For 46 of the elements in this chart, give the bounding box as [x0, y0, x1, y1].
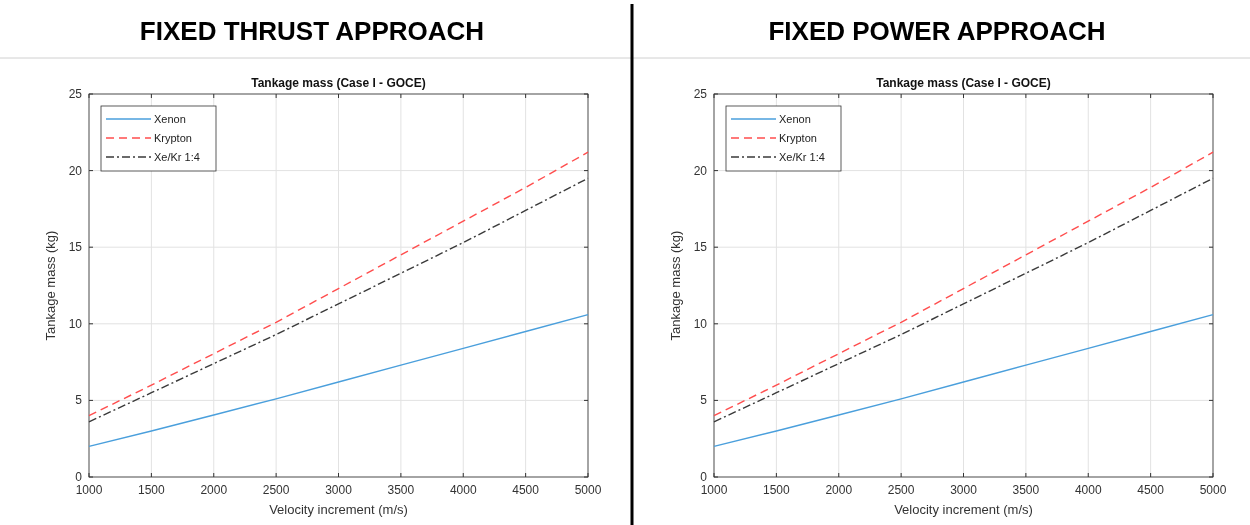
x-tick-label: 4000 [1074, 483, 1102, 497]
y-tick-label: 0 [75, 470, 83, 484]
x-tick-label: 3500 [387, 483, 415, 497]
y-tick-label: 15 [693, 240, 708, 255]
x-tick-label: 5000 [1199, 483, 1227, 497]
y-tick-label: 5 [700, 393, 708, 408]
x-tick-label: 3000 [950, 483, 978, 497]
x-tick-label: 2000 [200, 483, 228, 497]
x-tick-label: 2000 [825, 483, 853, 497]
y-tick-label: 25 [68, 87, 83, 101]
chart-subtitle: Tankage mass (Case I - GOCE) [251, 76, 426, 90]
x-tick-label: 3500 [1012, 483, 1040, 497]
legend-label: Xe/Kr 1:4 [779, 151, 825, 163]
legend-label: Xe/Kr 1:4 [154, 151, 200, 163]
chart-title: FIXED POWER APPROACH [768, 16, 1106, 46]
line-series [88, 313, 589, 448]
y-tick-label: 0 [700, 470, 708, 484]
y-tick-label: 25 [693, 87, 708, 101]
x-axis-title: Velocity increment (m/s) [894, 502, 1033, 517]
y-tick-label: 5 [75, 393, 83, 408]
chart-title: FIXED THRUST APPROACH [139, 16, 485, 46]
y-axis-title: Tankage mass (kg) [668, 230, 683, 341]
x-tick-label: 1000 [75, 483, 103, 497]
y-tick-label: 20 [68, 163, 83, 178]
legend-label: Xenon [779, 113, 811, 125]
x-tick-label: 2500 [262, 483, 290, 497]
y-axis-title: Tankage mass (kg) [43, 230, 58, 341]
x-tick-label: 1500 [763, 483, 791, 497]
y-tick-label: 10 [693, 316, 708, 331]
legend-label: Krypton [154, 132, 192, 144]
y-tick-label: 20 [693, 163, 708, 178]
x-tick-label: 4000 [449, 483, 477, 497]
y-tick-label: 10 [68, 316, 83, 331]
legend-label: Krypton [779, 132, 817, 144]
x-axis-title: Velocity increment (m/s) [269, 502, 408, 517]
legend-label: Xenon [154, 113, 186, 125]
x-tick-label: 1000 [700, 483, 728, 497]
x-tick-label: 2500 [887, 483, 915, 497]
y-tick-label: 15 [68, 240, 83, 255]
x-tick-label: 1500 [138, 483, 166, 497]
x-tick-label: 5000 [574, 483, 602, 497]
line-series [713, 313, 1214, 448]
chart-subtitle: Tankage mass (Case I - GOCE) [876, 76, 1051, 90]
x-tick-label: 4500 [1137, 483, 1165, 497]
x-tick-label: 3000 [325, 483, 353, 497]
x-tick-label: 4500 [512, 483, 540, 497]
